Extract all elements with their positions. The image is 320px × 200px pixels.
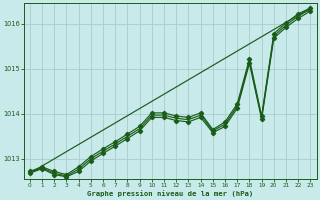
X-axis label: Graphe pression niveau de la mer (hPa): Graphe pression niveau de la mer (hPa) [87, 190, 253, 197]
